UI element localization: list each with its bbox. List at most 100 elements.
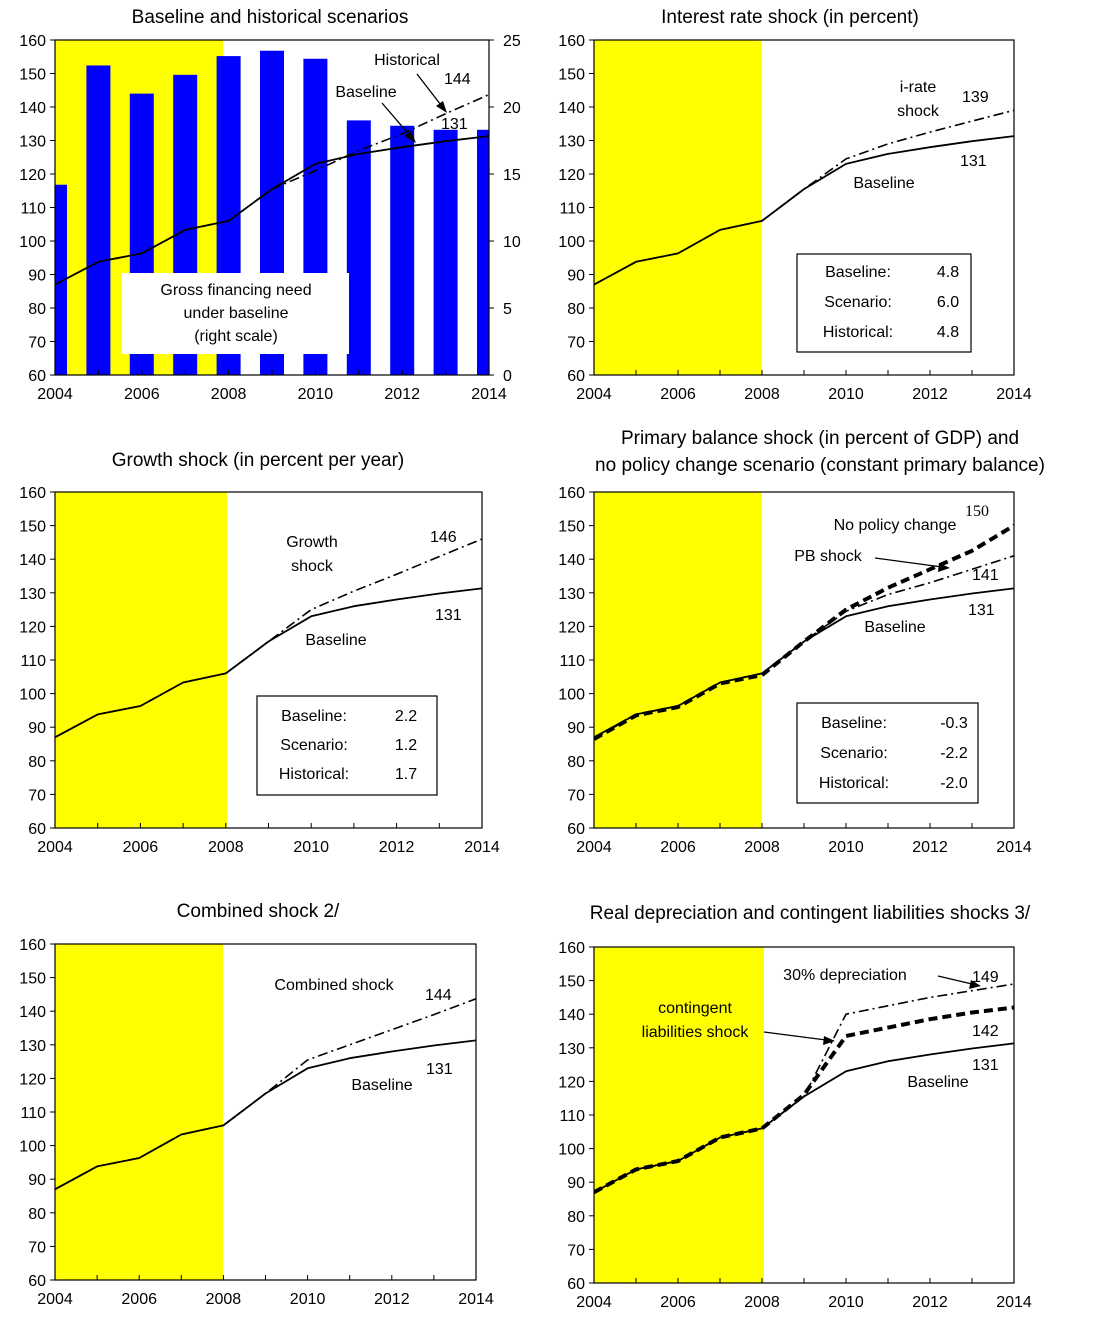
y-tick-label: 110 [20,201,46,218]
chart-primary-balance-shock: Primary balance shock (in percent of GDP… [540,420,1104,870]
y-tick-label: 80 [28,1206,46,1223]
y-tick-label: 100 [558,234,585,251]
x-tick-label: 2006 [121,1291,157,1308]
chart-baseline-historical: Baseline and historical scenarios Gross … [0,0,540,420]
legend-label-scenario: Scenario: [820,745,888,762]
historical-label: Historical [374,52,440,69]
chart-svg: Interest rate shock (in percent) 60 70 80 9… [558,7,1032,403]
y-tick-label: 70 [567,1242,585,1259]
y-tick-label: 160 [19,937,46,954]
historical-period-shade [594,40,762,375]
arrowhead-pb-shock [938,563,950,572]
x-tick-label: 2004 [576,386,612,403]
y-tick-label: 110 [20,1105,46,1122]
y-tick-label: 150 [558,974,585,991]
end-value-baseline: 131 [435,607,462,624]
x-tick-label: 2006 [124,386,160,403]
bar-2012 [390,125,415,375]
legend-label-baseline: Baseline: [821,715,887,732]
x-tick-label: 2014 [458,1291,494,1308]
legend-label-historical: Historical: [819,775,889,792]
y-tick-label: 120 [558,1074,585,1091]
end-value-baseline: 131 [960,153,987,170]
legend-label-historical: Historical: [823,324,893,341]
y-tick-label: 130 [19,1038,46,1055]
legend-box [796,253,972,353]
legend-value-scenario: -2.2 [940,745,968,762]
baseline-label: Baseline [351,1077,412,1094]
y2-tick-label: 5 [503,301,512,318]
x-tick-label: 2010 [293,839,329,856]
x-tick-label: 2012 [374,1291,410,1308]
chart-growth-shock: Growth shock (in percent per year) 60 70 8… [0,430,540,870]
end-value-baseline: 131 [972,1057,999,1074]
y-tick-label: 90 [567,1175,585,1192]
y-tick-label: 140 [19,100,46,117]
arrow-depreciation [937,975,973,985]
baseline-label: Baseline [907,1074,968,1091]
chart-title: Combined shock 2/ [177,901,340,922]
y-tick-label: 140 [558,552,585,569]
historical-period-shade [594,492,762,828]
baseline-label: Baseline [864,619,925,636]
chart-title: Interest rate shock (in percent) [661,7,919,28]
series-lines [594,523,1014,741]
x-tick-label: 2010 [290,1291,326,1308]
end-value-historical: 144 [444,71,471,88]
end-value-shock: 146 [430,529,457,546]
y-tick-label: 70 [567,335,585,352]
axes: 60 70 80 90 100 110 120 130 140 150 160 2004 2006 200… [19,937,494,1308]
y-tick-label: 150 [19,971,46,988]
y2-tick-label: 0 [503,368,512,385]
legend-label-baseline: Baseline: [825,264,891,281]
x-tick-label: 2008 [744,839,780,856]
y-tick-label: 90 [28,720,46,737]
end-value-shock: 144 [425,987,452,1004]
arrow-historical [416,73,445,110]
chart-svg: Combined shock 2/ 60 70 80 90 100 110 120 130 14… [19,901,494,1308]
y-tick-label: 60 [567,821,585,838]
axes: 60 70 80 90 100 110 120 130 140 150 160 0 5 10 15 20 25 2… [19,33,521,403]
legend-value-historical: -2.0 [940,775,968,792]
baseline-label: Baseline [853,175,914,192]
y-tick-label: 110 [559,201,585,218]
end-value-baseline: 131 [441,116,468,133]
y-tick-label: 70 [567,787,585,804]
y-tick-label: 70 [28,1239,46,1256]
legend-label-scenario: Scenario: [824,294,892,311]
chart-svg: Growth shock (in percent per year) 60 70 8… [19,450,500,856]
arrow-baseline [381,102,413,139]
series-lines [594,109,1014,286]
y-tick-label: 80 [567,1209,585,1226]
y-tick-label: 160 [19,33,46,50]
x-tick-label: 2012 [379,839,415,856]
no-policy-label: No policy change [834,517,957,534]
y-tick-label: 80 [567,754,585,771]
y-tick-label: 140 [558,100,585,117]
x-tick-label: 2012 [384,386,420,403]
y-tick-label: 120 [19,619,46,636]
bar-2011 [346,120,371,376]
x-tick-label: 2014 [996,1294,1032,1311]
end-value-depreciation: 149 [972,969,999,986]
x-tick-label: 2008 [208,839,244,856]
y-tick-label: 90 [28,1172,46,1189]
y-tick-label: 100 [19,1139,46,1156]
bar-label-line1: Gross financing need [160,282,311,299]
series-label-line1: i-rate [900,79,937,96]
historical-period-shade [594,947,764,1283]
series-line-1 [594,983,1014,1194]
y-tick-label: 110 [559,1108,585,1125]
series-line-1 [55,998,476,1191]
arrowhead-historical [436,101,447,113]
x-tick-label: 2014 [471,386,507,403]
y2-tick-label: 25 [503,33,521,50]
y-tick-label: 90 [28,268,46,285]
y-tick-label: 160 [558,485,585,502]
y2-tick-label: 10 [503,234,521,251]
series-label-line2: shock [291,558,334,575]
y-tick-label: 110 [20,653,46,670]
end-value-no-policy: 150 [965,503,989,520]
y-tick-label: 60 [567,368,585,385]
legend-value-baseline: -0.3 [940,715,968,732]
